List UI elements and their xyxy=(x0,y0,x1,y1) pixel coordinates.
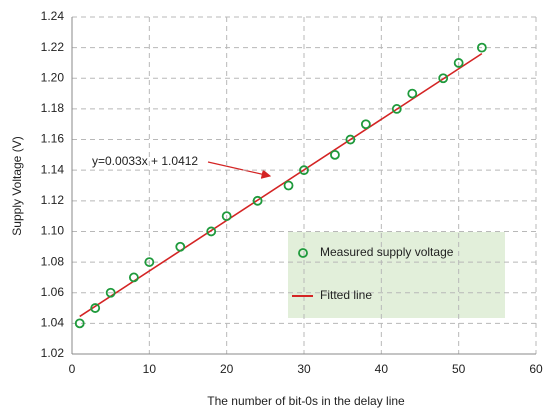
data-point xyxy=(283,180,294,191)
x-axis-label: The number of bit-0s in the delay line xyxy=(207,394,405,408)
data-point xyxy=(221,211,232,222)
data-point xyxy=(438,73,449,84)
x-tick-label: 20 xyxy=(220,362,234,376)
y-tick-label: 1.18 xyxy=(41,101,65,115)
y-tick-label: 1.14 xyxy=(41,162,65,176)
data-point xyxy=(345,134,356,145)
y-tick-label: 1.08 xyxy=(41,254,65,268)
x-tick-label: 50 xyxy=(452,362,466,376)
y-tick-label: 1.02 xyxy=(41,346,65,360)
y-tick-label: 1.24 xyxy=(41,9,65,23)
data-point xyxy=(252,195,263,206)
data-point xyxy=(407,88,418,99)
data-point xyxy=(391,104,402,114)
y-tick-label: 1.04 xyxy=(41,316,65,330)
legend-label: Measured supply voltage xyxy=(320,245,454,259)
data-point xyxy=(299,165,309,176)
data-point xyxy=(105,287,116,298)
annotation-arrow xyxy=(207,161,272,179)
data-point xyxy=(453,58,464,68)
data-point xyxy=(476,42,487,53)
data-point xyxy=(74,318,85,329)
y-tick-label: 1.22 xyxy=(41,40,65,54)
data-point xyxy=(128,272,139,283)
y-tick-label: 1.20 xyxy=(41,70,65,84)
x-tick-label: 10 xyxy=(143,362,157,376)
data-point xyxy=(90,303,101,313)
x-tick-label: 0 xyxy=(69,362,76,376)
y-tick-label: 1.12 xyxy=(41,193,65,207)
y-tick-label: 1.10 xyxy=(41,224,65,238)
data-point xyxy=(175,241,186,252)
legend-label: Fitted line xyxy=(320,288,372,302)
y-tick-label: 1.06 xyxy=(41,285,65,299)
data-point xyxy=(330,149,340,160)
y-tick-label: 1.16 xyxy=(41,132,65,146)
data-point xyxy=(360,119,371,130)
legend-marker xyxy=(298,248,308,258)
x-tick-label: 30 xyxy=(297,362,311,376)
y-axis-label: Supply Voltage (V) xyxy=(10,136,24,235)
annotation: y=0.0033x + 1.0412 xyxy=(92,154,198,168)
data-point xyxy=(144,257,155,267)
x-tick-label: 40 xyxy=(375,362,389,376)
x-tick-label: 60 xyxy=(529,362,543,376)
legend-box xyxy=(288,232,505,318)
data-point xyxy=(206,226,217,237)
